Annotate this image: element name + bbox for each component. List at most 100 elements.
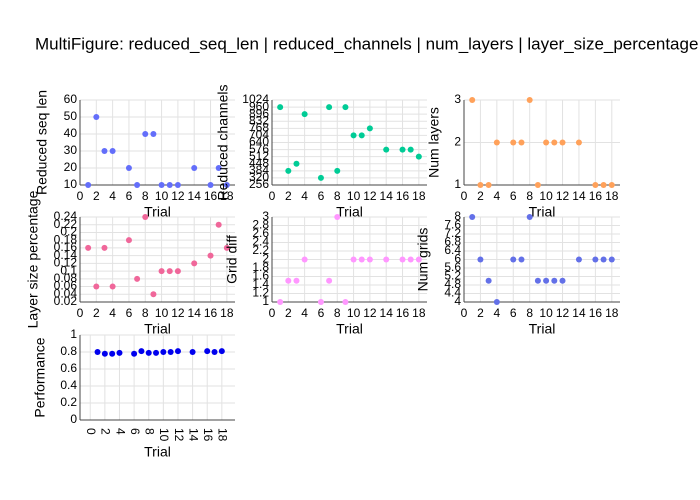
y-axis-label: Num grids [415, 228, 431, 292]
x-tick-label: 18 [216, 428, 230, 442]
point [293, 277, 300, 284]
y-tick-label: 960 [249, 99, 269, 113]
point [204, 348, 211, 355]
y-tick-label: 640 [249, 135, 269, 149]
y-tick-label: 6.8 [444, 235, 461, 249]
point [342, 104, 349, 111]
x-tick-label: 10 [347, 306, 361, 320]
point [215, 165, 222, 171]
x-tick-label: 12 [171, 306, 185, 320]
y-tick-label: 5.2 [444, 269, 461, 283]
y-tick-label: 2.8 [252, 218, 269, 232]
point [174, 348, 181, 355]
point [534, 277, 541, 284]
x-tick-label: 4 [301, 189, 308, 203]
x-tick-label: 12 [363, 189, 377, 203]
point [326, 277, 333, 284]
point [543, 139, 550, 146]
y-tick-label: 7.2 [444, 226, 461, 240]
x-tick-label: 6 [126, 306, 133, 320]
x-tick-label: 18 [220, 189, 234, 203]
y-tick-label: 0.6 [60, 361, 77, 375]
x-tick-label: 18 [412, 189, 426, 203]
point [301, 111, 308, 118]
point [167, 349, 174, 355]
y-tick-label: 0.08 [54, 271, 78, 285]
y-tick-label: 6 [454, 252, 461, 266]
x-axis-label: Trial [336, 321, 363, 337]
x-tick-label: 16 [396, 189, 410, 203]
y-tick-label: 768 [249, 121, 269, 135]
y-tick-label: 0.4 [60, 378, 77, 392]
x-tick-label: 0 [461, 189, 468, 203]
point [493, 299, 500, 305]
point [215, 221, 222, 228]
point [608, 256, 615, 263]
x-tick-label: 18 [605, 189, 619, 203]
y-tick-label: 5.6 [444, 260, 461, 274]
y-tick-label: 0.1 [60, 263, 77, 277]
x-tick-label: 8 [142, 189, 149, 203]
point [285, 167, 292, 174]
point [469, 97, 476, 103]
point [134, 275, 141, 282]
point [575, 139, 582, 146]
point [158, 182, 165, 188]
x-tick-label: 16 [204, 189, 218, 203]
point [383, 146, 390, 153]
point [301, 256, 308, 263]
point [485, 182, 492, 188]
point [551, 139, 558, 146]
point [559, 277, 566, 284]
x-tick-label: 2 [477, 306, 484, 320]
x-tick-label: 18 [605, 306, 619, 320]
y-tick-label: 1.8 [252, 260, 269, 274]
x-tick-label: 14 [186, 428, 200, 442]
point [383, 256, 390, 263]
point [326, 104, 333, 111]
point [415, 256, 422, 263]
x-tick-label: 14 [572, 189, 586, 203]
point [559, 139, 566, 146]
x-tick-label: 12 [363, 306, 377, 320]
x-tick-label: 4 [109, 306, 116, 320]
point [526, 214, 533, 220]
y-tick-label: 256 [249, 177, 269, 191]
x-tick-label: 10 [155, 189, 169, 203]
point [277, 299, 284, 305]
x-tick-label: 14 [380, 189, 394, 203]
y-tick-label: 384 [249, 163, 269, 177]
point [469, 214, 476, 220]
point [551, 277, 558, 284]
x-tick-label: 2 [99, 428, 113, 435]
x-tick-label: 8 [334, 306, 341, 320]
y-tick-label: 4 [454, 294, 461, 308]
y-tick-label: 2.2 [252, 243, 269, 257]
y-tick-label: 576 [249, 142, 269, 156]
y-tick-label: 448 [249, 156, 269, 170]
point [109, 350, 116, 357]
x-axis-label: Trial [529, 321, 556, 337]
point [600, 182, 607, 188]
x-tick-label: 6 [128, 428, 142, 435]
x-tick-label: 0 [269, 189, 276, 203]
y-tick-label: 6.4 [444, 243, 461, 257]
x-tick-label: 10 [347, 189, 361, 203]
x-axis-label: Trial [336, 204, 363, 220]
point [510, 139, 517, 146]
x-tick-label: 14 [188, 189, 202, 203]
y-tick-label: 4.4 [444, 286, 461, 300]
point [109, 283, 116, 290]
point [218, 348, 225, 355]
point [518, 139, 525, 146]
point [407, 256, 414, 263]
x-tick-label: 10 [155, 306, 169, 320]
x-tick-label: 4 [493, 306, 500, 320]
y-tick-label: 0.12 [54, 256, 78, 270]
y-tick-label: 1.6 [252, 269, 269, 283]
point [358, 256, 365, 263]
point [399, 146, 406, 153]
y-tick-label: 50 [64, 109, 78, 123]
x-tick-label: 8 [334, 189, 341, 203]
